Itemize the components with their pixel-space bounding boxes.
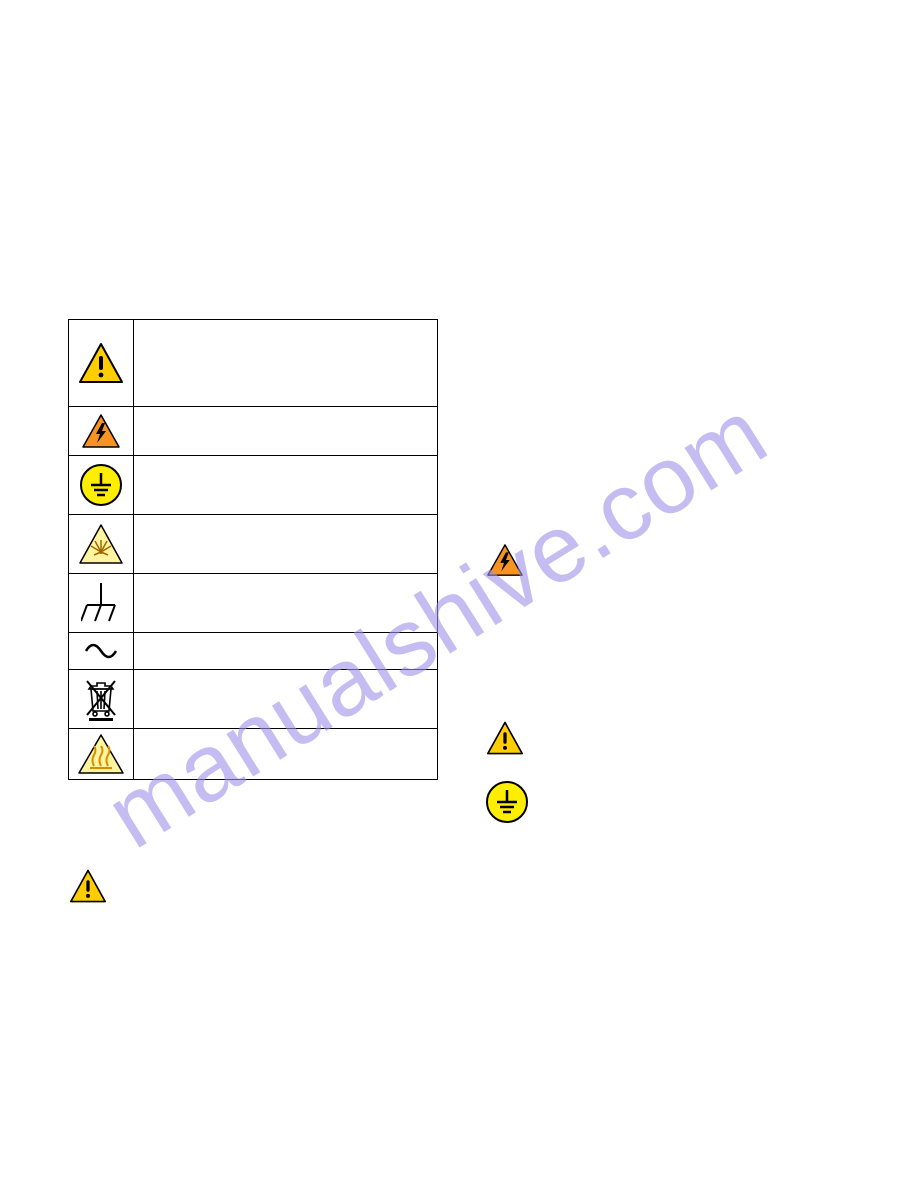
ac-icon [84, 641, 118, 661]
floating-high-voltage [485, 542, 525, 578]
table-row [69, 515, 438, 574]
laser-icon [77, 522, 125, 566]
floating-earth-ground [485, 780, 529, 824]
earth-ground-icon [485, 780, 529, 824]
desc-cell [133, 456, 437, 515]
icon-cell-earth-ground [69, 456, 134, 515]
chassis-ground-icon [81, 579, 121, 627]
table-row [69, 407, 438, 456]
desc-cell [133, 574, 437, 633]
floating-warning-right [485, 720, 525, 756]
page-canvas: manualshive.com [0, 0, 918, 1188]
floating-warning-below-table [68, 868, 108, 904]
desc-cell [133, 407, 437, 456]
earth-ground-icon [79, 463, 123, 507]
warning-icon [68, 868, 108, 904]
high-voltage-icon [80, 412, 122, 450]
table-row [69, 729, 438, 780]
icon-cell-hot-surface [69, 729, 134, 780]
desc-cell [133, 729, 437, 780]
weee-bin-icon [81, 675, 121, 723]
icon-cell-chassis-ground [69, 574, 134, 633]
desc-cell [133, 515, 437, 574]
warning-icon [485, 720, 525, 756]
hot-surface-icon [76, 732, 126, 776]
icon-cell-laser [69, 515, 134, 574]
icon-cell-high-voltage [69, 407, 134, 456]
icon-cell-weee [69, 670, 134, 729]
desc-cell [133, 670, 437, 729]
table-row [69, 670, 438, 729]
icon-cell-warning [69, 320, 134, 407]
table-row [69, 633, 438, 670]
desc-cell [133, 320, 437, 407]
table-row [69, 574, 438, 633]
icon-cell-ac [69, 633, 134, 670]
desc-cell [133, 633, 437, 670]
table-row [69, 320, 438, 407]
warning-icon [77, 341, 125, 385]
table-row [69, 456, 438, 515]
safety-symbols-table [68, 319, 438, 780]
high-voltage-icon [485, 542, 525, 578]
